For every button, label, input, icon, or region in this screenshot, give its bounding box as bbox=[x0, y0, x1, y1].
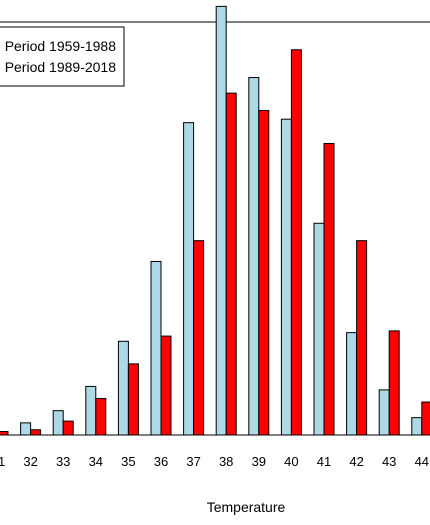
x-tick-label-36: 36 bbox=[154, 454, 168, 469]
bar-series1-41 bbox=[313, 222, 325, 436]
bar-series2-36 bbox=[160, 335, 172, 436]
bar-series2-34 bbox=[95, 398, 107, 436]
bar-series1-34 bbox=[85, 385, 97, 436]
bar-series2-32 bbox=[30, 429, 42, 436]
legend: Period 1959-1988 Period 1989-2018 bbox=[0, 26, 125, 87]
x-tick-label-37: 37 bbox=[186, 454, 200, 469]
x-axis-title: Temperature bbox=[207, 499, 286, 515]
bar-series2-41 bbox=[323, 142, 335, 436]
bar-series1-38 bbox=[215, 5, 227, 436]
x-tick-label-40: 40 bbox=[284, 454, 298, 469]
x-tick-label-42: 42 bbox=[349, 454, 363, 469]
bar-series2-43 bbox=[388, 330, 400, 436]
bar-series2-38 bbox=[225, 92, 237, 436]
x-tick-label-43: 43 bbox=[382, 454, 396, 469]
bar-series2-37 bbox=[193, 240, 205, 436]
bar-series1-39 bbox=[248, 77, 260, 436]
bar-series2-44 bbox=[421, 401, 430, 436]
legend-label-series-1: Period 1959-1988 bbox=[5, 38, 117, 54]
bar-series2-31 bbox=[0, 431, 9, 436]
x-tick-label-32: 32 bbox=[23, 454, 37, 469]
x-tick-label-31: 31 bbox=[0, 454, 5, 469]
legend-label-series-2: Period 1989-2018 bbox=[5, 59, 117, 75]
bar-series2-33 bbox=[62, 420, 74, 436]
bar-series1-40 bbox=[280, 118, 292, 436]
bar-series1-43 bbox=[378, 389, 390, 436]
bar-series1-44 bbox=[411, 417, 423, 436]
bar-series1-36 bbox=[150, 260, 162, 436]
x-tick-label-38: 38 bbox=[219, 454, 233, 469]
legend-box bbox=[0, 26, 125, 87]
bar-series1-33 bbox=[52, 410, 64, 436]
x-tick-label-33: 33 bbox=[56, 454, 70, 469]
x-tick-label-34: 34 bbox=[89, 454, 103, 469]
bar-series1-42 bbox=[346, 332, 358, 436]
x-tick-label-41: 41 bbox=[317, 454, 331, 469]
bar-series2-35 bbox=[127, 363, 139, 436]
bars-group bbox=[0, 5, 430, 436]
x-tick-label-39: 39 bbox=[252, 454, 266, 469]
bar-series1-37 bbox=[183, 122, 195, 436]
x-tick-label-44: 44 bbox=[415, 454, 429, 469]
x-tick-label-35: 35 bbox=[121, 454, 135, 469]
x-tick-labels: 313233343536373839404142434445 bbox=[0, 454, 429, 469]
bar-series2-42 bbox=[356, 240, 368, 436]
bar-series1-32 bbox=[20, 422, 32, 436]
bar-series1-35 bbox=[117, 340, 129, 436]
bar-series2-40 bbox=[290, 49, 302, 436]
bar-series2-39 bbox=[258, 110, 270, 436]
